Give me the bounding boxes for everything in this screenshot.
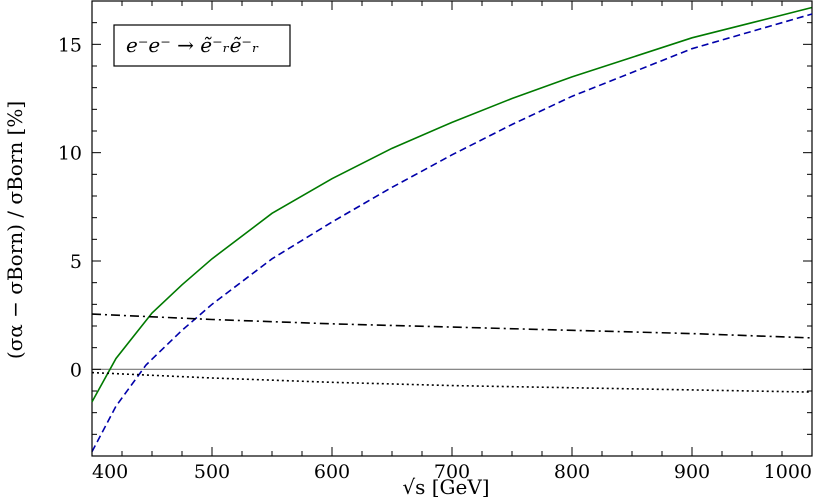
x-tick-label: 900 [674, 461, 710, 483]
x-tick-label: 800 [554, 461, 590, 483]
annotation-box: e⁻e⁻ → ẽ⁻ᵣẽ⁻ᵣ [113, 24, 291, 67]
plot-frame [91, 0, 813, 457]
x-tick-label: 500 [194, 461, 230, 483]
y-tick-label: 10 [58, 143, 82, 165]
x-tick-label: 1000 [764, 461, 812, 483]
y-tick-label: 0 [70, 359, 82, 381]
annotation-frame [113, 24, 291, 67]
series-line-solid [91, 6, 813, 403]
series-line-dashed [91, 13, 813, 453]
x-axis-label: √s [GeV] [402, 475, 489, 499]
x-tick-label: 400 [92, 461, 128, 483]
series-line-dashdot [91, 313, 813, 339]
x-tick-label: 600 [314, 461, 350, 483]
series-line-dotted [91, 371, 813, 393]
y-tick-label: 5 [70, 251, 82, 273]
x-tick-label: 700 [434, 461, 470, 483]
series-layer [91, 6, 813, 453]
y-axis-label: (σα − σBorn) / σBorn [%] [3, 101, 27, 359]
y-tick-label: 15 [58, 34, 82, 56]
tick-layer: 400 500 600 700 800 900 1000 0 5 10 15 [58, 0, 813, 483]
annotation-text: e⁻e⁻ → ẽ⁻ᵣẽ⁻ᵣ [126, 33, 259, 57]
